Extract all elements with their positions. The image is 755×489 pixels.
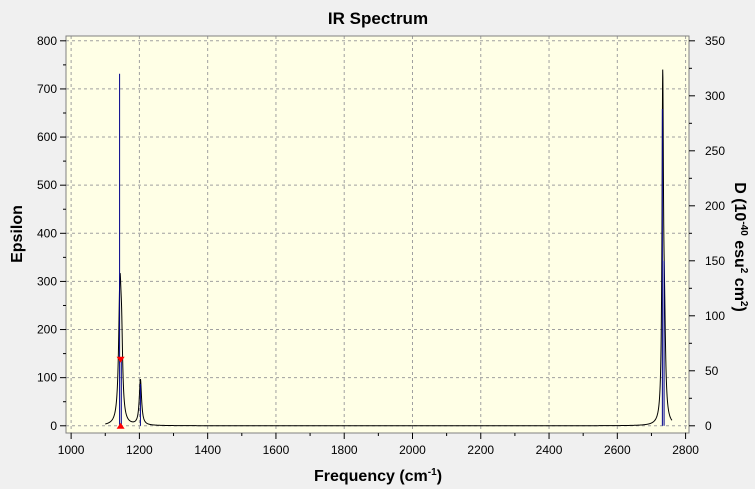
epsilon-spectrum-line bbox=[105, 69, 673, 427]
y2-label-superscript: -40 bbox=[738, 221, 749, 236]
y2-tick-label: 350 bbox=[705, 34, 725, 48]
selected-peak-marker-top bbox=[116, 356, 125, 363]
y2-label-part: esu bbox=[731, 236, 748, 268]
x-axis-label-end: ) bbox=[437, 468, 442, 485]
y2-tick-label: 100 bbox=[705, 309, 725, 323]
y2-label-superscript: 2 bbox=[738, 268, 749, 274]
data-layer bbox=[105, 69, 673, 429]
axes: 1000 1200 1400 1600 1800 2000 2200 2400 2600 2800… bbox=[37, 34, 725, 457]
y-tick-label: 400 bbox=[37, 226, 57, 240]
x-tick-label: 2400 bbox=[536, 443, 563, 457]
x-tick-label: 1400 bbox=[194, 443, 221, 457]
x-tick-label: 2200 bbox=[467, 443, 494, 457]
y-tick-label: 300 bbox=[37, 274, 57, 288]
x-tick-label: 2600 bbox=[604, 443, 631, 457]
y-tick-label: 600 bbox=[37, 130, 57, 144]
x-tick-label: 1000 bbox=[58, 443, 85, 457]
x-axis-label-superscript: -1 bbox=[428, 467, 437, 478]
y-tick-label: 0 bbox=[50, 419, 57, 433]
plot-border bbox=[65, 35, 690, 434]
chart-title: IR Spectrum bbox=[328, 9, 428, 28]
x-tick-label: 2000 bbox=[399, 443, 426, 457]
y-tick-label: 100 bbox=[37, 371, 57, 385]
y-axis-label: Epsilon bbox=[9, 205, 26, 263]
y-tick-label: 500 bbox=[37, 178, 57, 192]
x-axis-label-main: Frequency (cm bbox=[314, 468, 428, 485]
x-axis-label: Frequency (cm-1) bbox=[314, 467, 442, 485]
y2-tick-label: 200 bbox=[705, 199, 725, 213]
x-tick-label: 1200 bbox=[126, 443, 153, 457]
y-tick-label: 800 bbox=[37, 34, 57, 48]
y2-tick-label: 300 bbox=[705, 89, 725, 103]
y2-tick-label: 150 bbox=[705, 254, 725, 268]
selected-peak-marker-bottom bbox=[116, 422, 125, 429]
y2-label-part: D (10 bbox=[731, 182, 748, 221]
x-tick-label: 1800 bbox=[331, 443, 358, 457]
y2-label-part: ) bbox=[731, 306, 748, 311]
x-tick-label: 1600 bbox=[263, 443, 290, 457]
y2-label-part: cm bbox=[731, 273, 748, 301]
plot-area bbox=[66, 36, 689, 433]
secondary-y-axis-label: D (10-40 esu2 cm2) bbox=[731, 182, 749, 312]
y-tick-label: 700 bbox=[37, 82, 57, 96]
y2-label-superscript: 2 bbox=[738, 301, 749, 307]
y2-tick-label: 50 bbox=[705, 364, 719, 378]
y-tick-label: 200 bbox=[37, 323, 57, 337]
y2-tick-label: 250 bbox=[705, 144, 725, 158]
y2-tick-label: 0 bbox=[705, 419, 712, 433]
x-tick-label: 2800 bbox=[672, 443, 699, 457]
